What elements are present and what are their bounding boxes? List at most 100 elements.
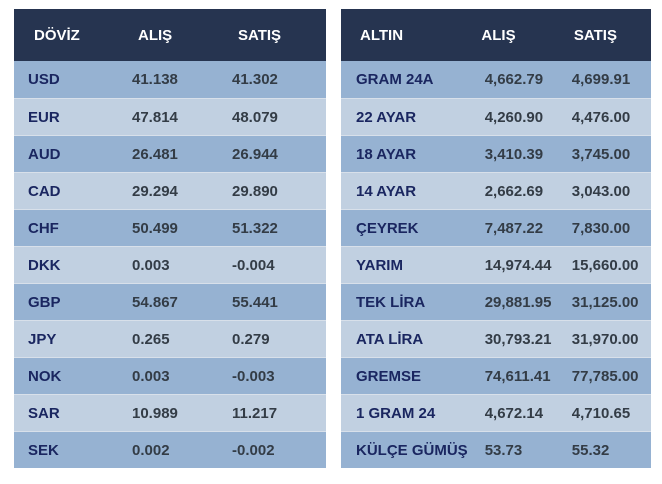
doviz-buy-cell: 10.989 — [132, 404, 178, 422]
altin-row: 14 AYAR 2,662.69 3,043.00 — [341, 172, 651, 209]
altin-name-cell: 18 AYAR — [356, 145, 417, 163]
doviz-name-cell: DKK — [28, 256, 61, 274]
doviz-row: SAR 10.989 11.217 — [14, 394, 326, 431]
altin-buy-cell: 3,410.39 — [484, 145, 544, 163]
doviz-sell-cell: 55.441 — [232, 293, 278, 311]
altin-body: GRAM 24A 4,662.79 4,699.91 22 AYAR 4,260.90 4… — [341, 61, 651, 468]
altin-buy-cell: 53.73 — [484, 441, 523, 459]
doviz-header-sell: SATIŞ — [238, 26, 282, 44]
doviz-row: CHF 50.499 51.322 — [14, 209, 326, 246]
altin-name-cell: 1 GRAM 24 — [356, 404, 436, 422]
altin-name-cell: 14 AYAR — [356, 182, 417, 200]
doviz-buy-cell: 47.814 — [132, 108, 178, 126]
doviz-header-currency: DÖVİZ — [34, 26, 80, 44]
altin-sell-cell: 4,476.00 — [571, 108, 631, 126]
altin-name-cell: ÇEYREK — [356, 219, 419, 237]
altin-header-gold: ALTIN — [360, 26, 404, 44]
altin-sell-cell: 55.32 — [571, 441, 610, 459]
altin-name-cell: 22 AYAR — [356, 108, 417, 126]
doviz-row: EUR 47.814 48.079 — [14, 98, 326, 135]
doviz-name-cell: JPY — [28, 330, 57, 348]
altin-row: GRAM 24A 4,662.79 4,699.91 — [341, 61, 651, 98]
altin-buy-cell: 2,662.69 — [484, 182, 544, 200]
altin-sell-cell: 7,830.00 — [571, 219, 631, 237]
altin-row: ATA LİRA 30,793.21 31,970.00 — [341, 320, 651, 357]
altin-sell-cell: 31,970.00 — [571, 330, 639, 348]
doviz-row: GBP 54.867 55.441 — [14, 283, 326, 320]
doviz-name-cell: EUR — [28, 108, 60, 126]
doviz-body: USD 41.138 41.302 EUR 47.814 48.079 AUD 26.481 2… — [14, 61, 326, 468]
altin-name-cell: YARIM — [356, 256, 403, 274]
doviz-buy-cell: 29.294 — [132, 182, 178, 200]
altin-name-cell: ATA LİRA — [356, 330, 424, 348]
doviz-sell-cell: 51.322 — [232, 219, 278, 237]
doviz-header-row: DÖVİZ ALIŞ SATIŞ — [14, 9, 326, 61]
altin-sell-cell: 15,660.00 — [571, 256, 639, 274]
doviz-row: SEK 0.002 -0.002 — [14, 431, 326, 468]
doviz-sell-cell: -0.004 — [232, 256, 275, 274]
altin-buy-cell: 4,260.90 — [484, 108, 544, 126]
altin-sell-cell: 31,125.00 — [571, 293, 639, 311]
doviz-row: AUD 26.481 26.944 — [14, 135, 326, 172]
altin-row: KÜLÇE GÜMÜŞ 53.73 55.32 — [341, 431, 651, 468]
doviz-buy-cell: 0.003 — [132, 367, 170, 385]
altin-row: 1 GRAM 24 4,672.14 4,710.65 — [341, 394, 651, 431]
altin-name-cell: GREMSE — [356, 367, 422, 385]
doviz-buy-cell: 0.002 — [132, 441, 170, 459]
doviz-buy-cell: 54.867 — [132, 293, 178, 311]
altin-name-cell: TEK LİRA — [356, 293, 426, 311]
altin-buy-cell: 4,672.14 — [484, 404, 544, 422]
altin-header-row: ALTIN ALIŞ SATIŞ — [341, 9, 651, 61]
altin-header-sell: SATIŞ — [573, 26, 617, 44]
altin-buy-cell: 7,487.22 — [484, 219, 544, 237]
altin-header-buy: ALIŞ — [481, 26, 516, 44]
altin-buy-cell: 4,662.79 — [484, 71, 544, 88]
altin-sell-cell: 4,699.91 — [571, 71, 631, 88]
doviz-buy-cell: 26.481 — [132, 145, 178, 163]
altin-sell-cell: 3,043.00 — [571, 182, 631, 200]
doviz-name-cell: SEK — [28, 441, 59, 459]
doviz-name-cell: AUD — [28, 145, 61, 163]
doviz-table: DÖVİZ ALIŞ SATIŞ USD 41.138 41.302 EUR 47.81… — [14, 9, 326, 468]
doviz-name-cell: GBP — [28, 293, 61, 311]
altin-name-cell: KÜLÇE GÜMÜŞ — [356, 441, 468, 459]
doviz-name-cell: CAD — [28, 182, 61, 200]
altin-buy-cell: 74,611.41 — [484, 367, 551, 385]
altin-table: ALTIN ALIŞ SATIŞ GRAM 24A 4,662.79 4,699.9… — [341, 9, 651, 468]
doviz-sell-cell: 26.944 — [232, 145, 278, 163]
altin-name-cell: GRAM 24A — [356, 71, 434, 88]
doviz-row: CAD 29.294 29.890 — [14, 172, 326, 209]
doviz-sell-cell: -0.003 — [232, 367, 275, 385]
doviz-row: USD 41.138 41.302 — [14, 61, 326, 98]
altin-row: ÇEYREK 7,487.22 7,830.00 — [341, 209, 651, 246]
altin-buy-cell: 29,881.95 — [484, 293, 552, 311]
doviz-row: DKK 0.003 -0.004 — [14, 246, 326, 283]
doviz-header-buy: ALIŞ — [138, 26, 173, 44]
doviz-sell-cell: -0.002 — [232, 441, 275, 459]
altin-row: GREMSE 74,611.41 77,785.00 — [341, 357, 651, 394]
altin-buy-cell: 30,793.21 — [484, 330, 552, 348]
doviz-row: NOK 0.003 -0.003 — [14, 357, 326, 394]
altin-row: TEK LİRA 29,881.95 31,125.00 — [341, 283, 651, 320]
altin-row: YARIM 14,974.44 15,660.00 — [341, 246, 651, 283]
altin-buy-cell: 14,974.44 — [484, 256, 552, 274]
doviz-buy-cell: 0.265 — [132, 330, 170, 348]
altin-sell-cell: 4,710.65 — [571, 404, 631, 422]
altin-sell-cell: 77,785.00 — [571, 367, 639, 385]
altin-sell-cell: 3,745.00 — [571, 145, 631, 163]
doviz-name-cell: SAR — [28, 404, 60, 422]
doviz-sell-cell: 29.890 — [232, 182, 278, 200]
doviz-row: JPY 0.265 0.279 — [14, 320, 326, 357]
doviz-name-cell: NOK — [28, 367, 62, 385]
doviz-buy-cell: 0.003 — [132, 256, 170, 274]
altin-row: 22 AYAR 4,260.90 4,476.00 — [341, 98, 651, 135]
doviz-buy-cell: 50.499 — [132, 219, 178, 237]
doviz-sell-cell: 41.302 — [232, 71, 278, 88]
doviz-name-cell: USD — [28, 71, 60, 88]
doviz-sell-cell: 48.079 — [232, 108, 278, 126]
doviz-name-cell: CHF — [28, 219, 59, 237]
altin-row: 18 AYAR 3,410.39 3,745.00 — [341, 135, 651, 172]
doviz-sell-cell: 11.217 — [232, 404, 278, 422]
doviz-buy-cell: 41.138 — [132, 71, 178, 88]
doviz-sell-cell: 0.279 — [232, 330, 270, 348]
